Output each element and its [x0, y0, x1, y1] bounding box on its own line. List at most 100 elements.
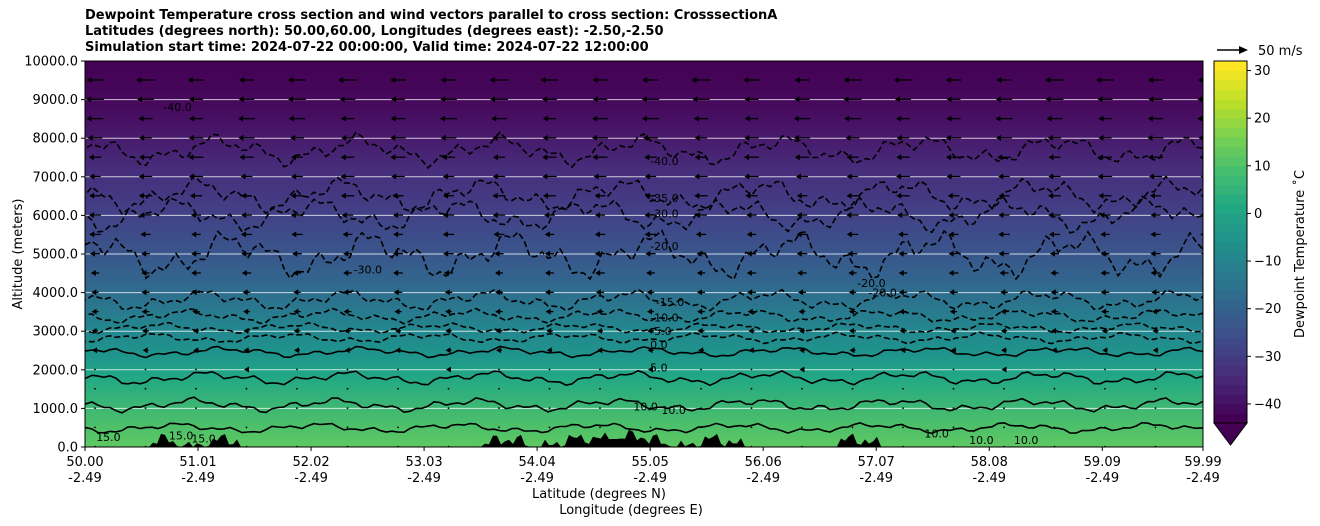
wind-vector [445, 366, 452, 373]
wind-vector [447, 387, 450, 390]
x-tick-label-lon: -2.49 [1186, 471, 1220, 486]
wind-vector [342, 231, 353, 238]
contour-line-dashed [85, 331, 1203, 345]
colorbar-band [1214, 289, 1247, 300]
contour-label: -20.0 [650, 240, 678, 253]
y-tick-label: 3000.0 [33, 325, 79, 340]
colorbar-band [1214, 232, 1247, 243]
wind-vectors [86, 77, 1207, 447]
wind-vector [945, 134, 962, 141]
colorbar-band [1214, 175, 1247, 186]
wind-vector [843, 96, 862, 103]
quiver-key-label: 50 m/s [1258, 44, 1303, 59]
wind-vector [1197, 96, 1203, 103]
wind-vector [135, 77, 156, 83]
wind-vector [798, 308, 806, 315]
wind-vector [442, 212, 455, 219]
wind-vector [1001, 366, 1007, 373]
wind-vector [952, 426, 955, 429]
x-tick-label-lat: 52.02 [292, 455, 329, 470]
wind-vector [195, 407, 197, 409]
wind-vector [91, 289, 99, 296]
wind-vector [395, 347, 401, 354]
wind-vector [390, 115, 406, 122]
wind-vector [1053, 407, 1056, 409]
contour-line-dashed [85, 131, 1203, 170]
wind-vector [89, 192, 101, 199]
wind-vector [243, 308, 250, 315]
wind-vector [548, 387, 551, 390]
wind-vector [900, 347, 906, 354]
wind-vector [88, 154, 102, 161]
wind-vector [1150, 192, 1161, 199]
wind-vector [596, 327, 604, 334]
wind-vector [445, 327, 452, 334]
wind-vector [945, 154, 962, 161]
x-tick-label-lon: -2.49 [520, 471, 554, 486]
wind-vector [1104, 426, 1106, 429]
wind-vector [343, 308, 352, 315]
contour-label: -20.0 [868, 286, 896, 299]
wind-vector [241, 270, 252, 276]
wind-vector [393, 270, 403, 276]
colorbar-band [1214, 280, 1247, 291]
wind-vector [191, 270, 201, 276]
contour-lines [85, 131, 1203, 435]
wind-vector [1205, 407, 1207, 409]
wind-vector [545, 308, 554, 315]
wind-vector [948, 270, 959, 276]
wind-vector [1048, 154, 1061, 161]
wind-vector [86, 115, 104, 122]
wind-vector [696, 270, 706, 276]
wind-vector [794, 96, 810, 103]
wind-vector [442, 231, 455, 238]
contour-line-dashed [85, 174, 1203, 216]
wind-vector [945, 77, 962, 83]
wind-vector [294, 347, 300, 354]
wind-vector [599, 387, 601, 390]
wind-vector [1100, 250, 1110, 257]
wind-vector [796, 250, 808, 257]
y-tick-label: 9000.0 [33, 93, 79, 108]
wind-vector [397, 426, 399, 429]
wind-vector [245, 407, 248, 409]
wind-vector [492, 212, 506, 219]
wind-vector [1047, 134, 1062, 141]
wind-vector [191, 289, 201, 296]
wind-vector [546, 347, 553, 354]
wind-vector [998, 192, 1010, 199]
wind-vector [750, 368, 753, 371]
wind-vector [440, 134, 457, 141]
wind-vector [950, 327, 957, 334]
wind-vector [1197, 77, 1203, 83]
wind-vector [595, 289, 605, 296]
wind-vector [896, 192, 910, 199]
wind-vector [1152, 327, 1159, 334]
wind-vector [1100, 289, 1110, 296]
wind-vector [1003, 387, 1005, 390]
colorbar-band [1214, 213, 1247, 224]
wind-vector [692, 96, 710, 103]
wind-vector [390, 134, 406, 141]
x-tick-label-lon: -2.49 [859, 471, 893, 486]
wind-vector [999, 270, 1009, 276]
wind-vector [747, 289, 756, 296]
wind-vector [846, 154, 859, 161]
wind-vector [242, 289, 251, 296]
wind-vector [995, 115, 1013, 122]
wind-vector [691, 77, 711, 83]
wind-vector [1202, 311, 1203, 312]
contour-label: 5.0 [650, 362, 668, 375]
wind-vector [86, 77, 104, 83]
wind-vector [144, 387, 147, 390]
wind-vector [592, 154, 608, 161]
wind-vector [293, 327, 301, 334]
colorbar-extend-triangle [1213, 422, 1248, 446]
wind-vector [341, 134, 354, 141]
wind-vector [794, 154, 810, 161]
wind-vector [746, 231, 757, 238]
contour-label: -40.0 [650, 155, 678, 168]
wind-vector [902, 387, 904, 390]
colorbar-band [1214, 308, 1247, 319]
wind-vector [391, 96, 405, 103]
